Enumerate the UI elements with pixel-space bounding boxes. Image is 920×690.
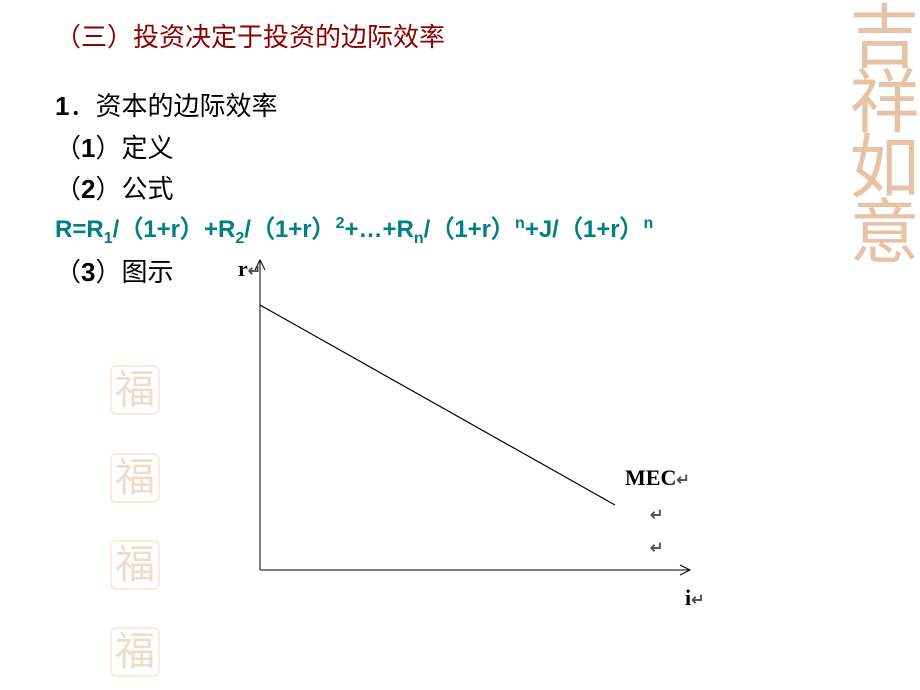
seal-stamp-1: 福	[110, 365, 160, 415]
sub2-num: 2	[81, 174, 95, 204]
seal-stamp-2: 福	[110, 453, 160, 503]
ret-icon-1: ↵	[248, 263, 261, 280]
sub2-text: ）公式	[95, 175, 173, 204]
ret-icon-4: ↵	[650, 540, 663, 557]
y-axis-label: r↵	[238, 256, 261, 282]
mec-chart: r↵ MEC↵ ↵ ↵ i↵	[220, 250, 720, 630]
f-subn: n	[414, 229, 424, 246]
paren-open-2: （	[55, 175, 81, 204]
item1-number: 1	[55, 91, 69, 121]
item1-text: ．资本的边际效率	[69, 92, 277, 121]
f-sub1: 1	[104, 229, 113, 246]
f-p4: /（1+r）	[424, 216, 515, 243]
f-p2: /（1+r）	[244, 216, 335, 243]
heading-level-3: （三）投资决定于投资的边际效率	[55, 20, 815, 56]
x-axis-label: i↵	[685, 585, 705, 611]
heading-text: （三）投资决定于投资的边际效率	[55, 23, 445, 52]
sub1-num: 1	[81, 133, 95, 163]
mec-text: MEC	[625, 465, 676, 490]
paren-open: （	[55, 134, 81, 163]
f-sup2: 2	[336, 215, 345, 232]
slide-root: 吉祥如意 福 福 福 福 （三）投资决定于投资的边际效率 1．资本的边际效率 （…	[0, 0, 920, 690]
f-sub2: 2	[235, 229, 244, 246]
calligraphy-col-1: 吉祥如意	[844, 0, 911, 260]
paren-open-3: （	[55, 258, 81, 287]
formula-line: R=R1/（1+r）+R2/（1+r）2+…+Rn/（1+r）n+J/（1+r）…	[55, 213, 815, 250]
list-item-1: 1．资本的边际效率	[55, 88, 815, 125]
sub1-text: ）定义	[95, 134, 173, 163]
f-p1: /（1+r）+R	[113, 216, 236, 243]
mec-line	[260, 305, 615, 505]
f-p3: +…+R	[345, 216, 414, 243]
calligraphy-decor: 吉祥如意	[844, 0, 911, 260]
line-label: MEC↵	[625, 465, 690, 491]
sub3-num: 3	[81, 257, 95, 287]
chart-svg	[220, 250, 720, 630]
seal-stamp-3: 福	[110, 540, 160, 590]
seal-stamp-4: 福	[110, 627, 160, 677]
sub-item-2: （2）公式	[55, 171, 815, 208]
sub-item-1: （1）定义	[55, 130, 815, 167]
f-lhs: R=R	[55, 216, 104, 243]
ret-3: ↵	[650, 500, 663, 526]
f-supn: n	[515, 215, 525, 232]
ret-icon-5: ↵	[691, 592, 704, 609]
y-label-text: r	[238, 256, 248, 281]
sub3-text: ）图示	[95, 258, 173, 287]
ret-icon-3: ↵	[650, 507, 663, 524]
f-p5: +J/（1+r）	[525, 216, 644, 243]
ret-icon-2: ↵	[676, 472, 689, 489]
ret-4: ↵	[650, 533, 663, 559]
f-supn2: n	[644, 215, 654, 232]
